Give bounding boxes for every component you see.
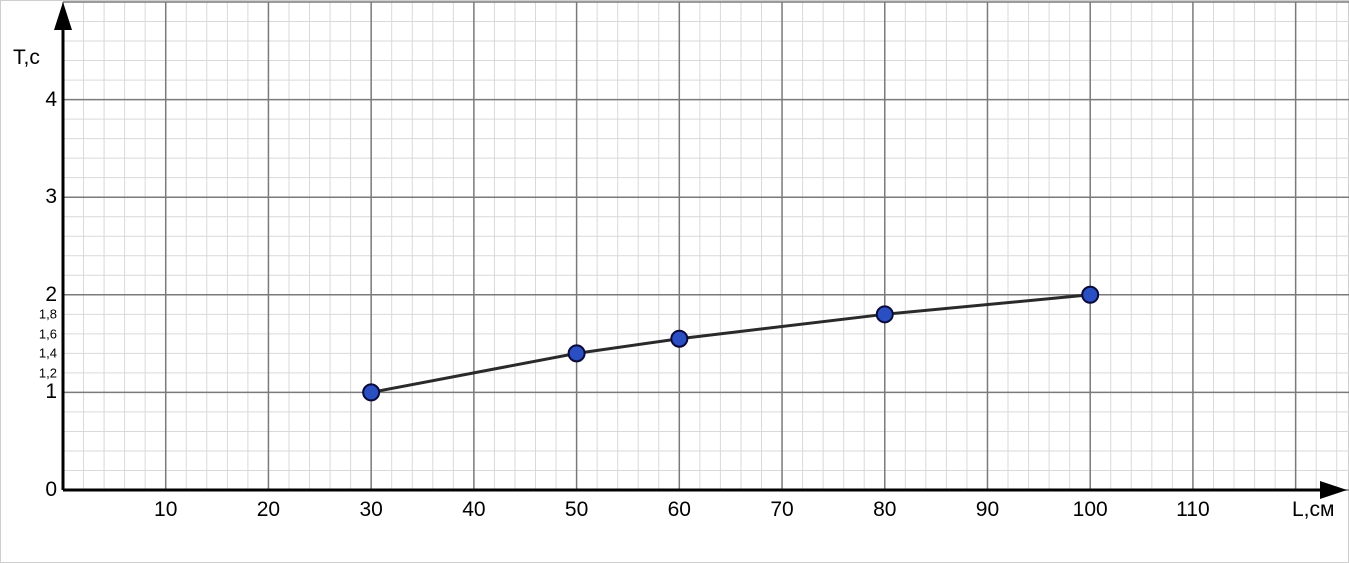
chart-container: 102030405060708090100110L,см012341,21,41…: [0, 0, 1349, 563]
chart-svg: [0, 0, 1349, 563]
x-axis-label: L,см: [1292, 498, 1334, 522]
y-axis-label: T,c: [13, 46, 40, 70]
